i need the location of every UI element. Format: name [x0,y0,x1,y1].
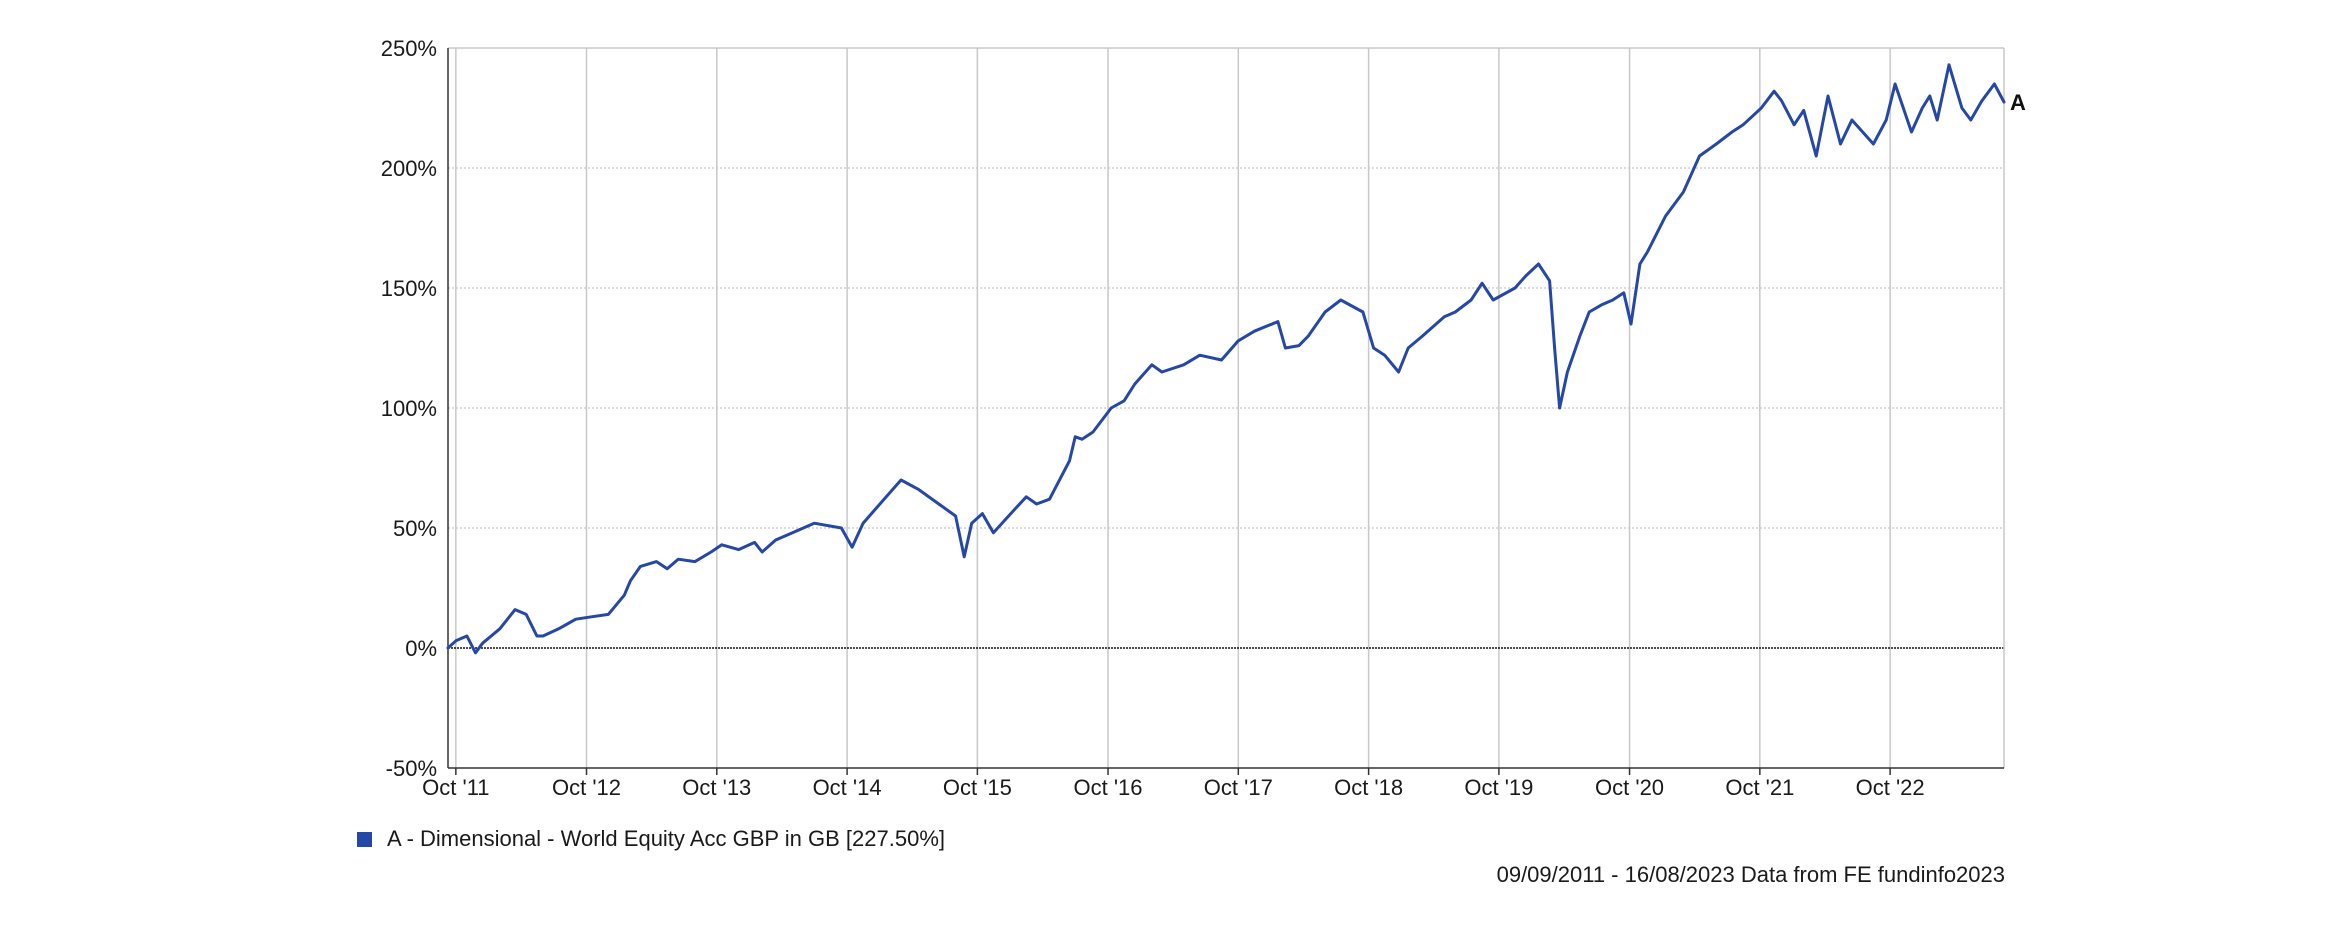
x-tick-label: Oct '18 [1334,775,1403,800]
x-tick-label: Oct '16 [1074,775,1143,800]
series-line [446,63,2006,655]
x-tick-label: Oct '17 [1204,775,1273,800]
x-tick-label: Oct '22 [1856,775,1925,800]
x-tick-labels: Oct '11 Oct '12 Oct '13 Oct '14 Oct '15 Oct '… [422,775,1924,800]
x-tick-label: Oct '19 [1464,775,1533,800]
grid-lines [448,48,2004,768]
y-tick-label: 250% [381,36,437,61]
x-tick-label: Oct '15 [943,775,1012,800]
legend-label: A - Dimensional - World Equity Acc GBP i… [387,826,945,851]
y-tick-label: 200% [381,156,437,181]
x-tick-label: Oct '21 [1725,775,1794,800]
series-end-label: A [2010,90,2026,115]
footer-source-note: 09/09/2011 - 16/08/2023 Data from FE fun… [1496,862,2005,887]
x-tick-label: Oct '13 [682,775,751,800]
series-layer: A [446,63,2026,655]
legend: A - Dimensional - World Equity Acc GBP i… [357,826,945,852]
y-tick-label: 100% [381,396,437,421]
x-tick-label: Oct '11 [422,775,489,800]
x-tick-label: Oct '12 [552,775,621,800]
y-tick-label: 0% [405,636,437,661]
x-tick-label: Oct '14 [813,775,882,800]
y-tick-label: -50% [386,756,437,781]
y-tick-label: 150% [381,276,437,301]
y-tick-labels: -50% 0% 50% 100% 150% 200% 250% [381,36,437,781]
x-tick-label: Oct '20 [1595,775,1664,800]
y-tick-label: 50% [393,516,437,541]
legend-swatch [357,831,372,847]
chart-axes [447,47,2005,775]
